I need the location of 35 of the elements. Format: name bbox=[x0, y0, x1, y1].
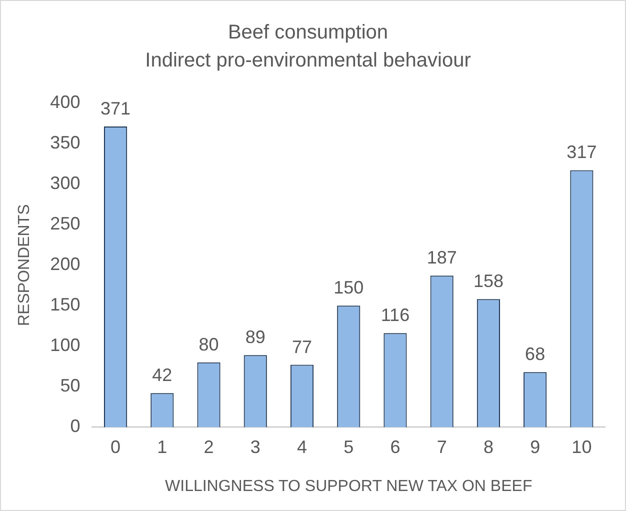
x-tick-label: 1 bbox=[157, 436, 168, 457]
data-label: 80 bbox=[198, 334, 219, 354]
data-label: 371 bbox=[100, 98, 131, 118]
data-label: 89 bbox=[245, 327, 266, 348]
data-label: 77 bbox=[292, 336, 312, 357]
x-axis-title: WILLINGNESS TO SUPPORT NEW TAX ON BEEF bbox=[165, 478, 532, 495]
x-tick-label: 6 bbox=[390, 436, 400, 457]
x-tick-label: 4 bbox=[296, 436, 308, 457]
data-label: 317 bbox=[566, 142, 597, 162]
x-tick-label: 7 bbox=[436, 436, 447, 457]
y-tick-label: 400 bbox=[50, 92, 80, 112]
data-label: 150 bbox=[334, 278, 364, 298]
x-tick-label: 0 bbox=[110, 436, 121, 457]
data-label: 187 bbox=[426, 248, 457, 268]
x-tick-label: 8 bbox=[483, 436, 494, 457]
x-tick-label: 9 bbox=[530, 436, 540, 457]
y-tick-label: 100 bbox=[50, 335, 80, 356]
chart-title: Beef consumption bbox=[228, 22, 388, 44]
x-tick-label: 5 bbox=[344, 436, 354, 457]
y-tick-label: 50 bbox=[60, 376, 80, 396]
x-tick-label: 10 bbox=[572, 436, 592, 457]
y-tick-label: 0 bbox=[70, 416, 80, 436]
y-axis-title: RESPONDENTS bbox=[16, 204, 34, 326]
data-label: 42 bbox=[152, 365, 172, 386]
x-tick-label: 3 bbox=[250, 436, 260, 457]
data-label: 158 bbox=[473, 271, 504, 292]
y-tick-label: 300 bbox=[50, 173, 80, 194]
y-tick-label: 350 bbox=[50, 132, 80, 152]
y-tick-label: 200 bbox=[50, 254, 80, 274]
data-label: 116 bbox=[380, 305, 410, 326]
y-tick-label: 250 bbox=[50, 214, 80, 234]
x-tick-label: 2 bbox=[204, 436, 214, 457]
chart-subtitle: Indirect pro-environmental behaviour bbox=[145, 50, 472, 72]
data-label: 68 bbox=[525, 344, 546, 364]
y-tick-label: 150 bbox=[50, 294, 80, 315]
